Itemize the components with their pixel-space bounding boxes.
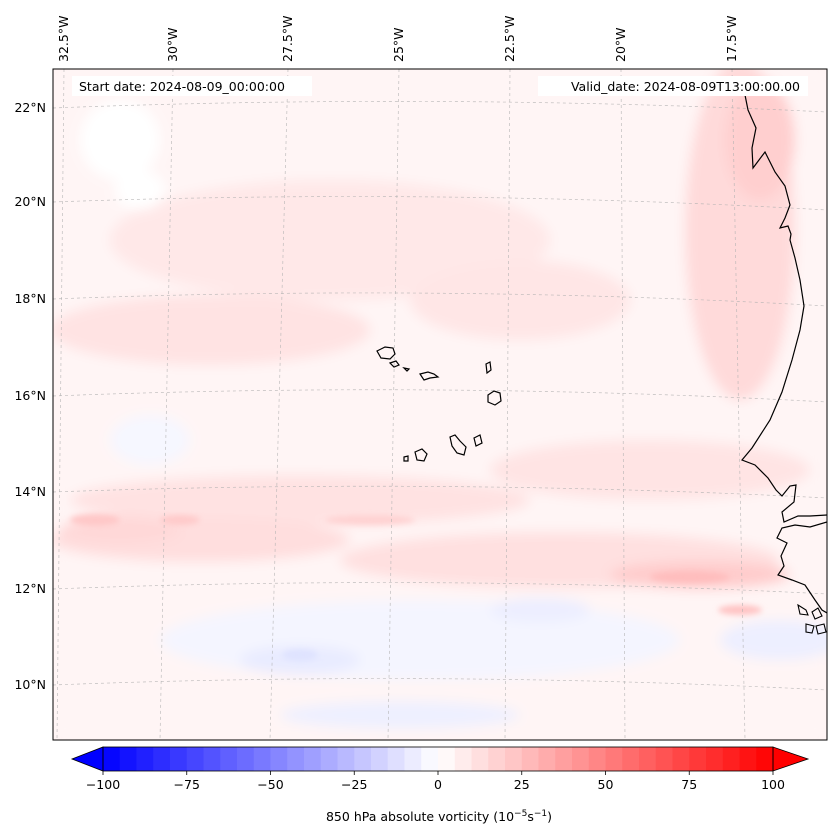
lat-label: 12°N [14, 581, 46, 596]
west-africa-coastline [741, 89, 827, 523]
colorbar-cell [438, 747, 456, 771]
colorbar-cell [689, 747, 707, 771]
colorbar-tick-label: −100 [86, 777, 120, 792]
colorbar-cell [287, 747, 305, 771]
colorbar-cell [136, 747, 154, 771]
colorbar: −100 −75 −50 −25 0 25 50 75 100 850 hPa absolute… [70, 746, 810, 824]
colorbar-cell [170, 747, 188, 771]
colorbar-tick-label: 0 [434, 777, 442, 792]
colorbar-cell [304, 747, 322, 771]
island-boa-vista [487, 390, 502, 406]
lat-label: 10°N [14, 677, 46, 692]
colorbar-cell [253, 747, 272, 771]
island-santiago [449, 434, 467, 456]
colorbar-cell [655, 747, 674, 771]
colorbar-cell [605, 747, 623, 771]
colorbar-cell [186, 747, 205, 771]
bijagos-islands [797, 603, 827, 635]
lon-label: 32.5°W [56, 16, 71, 62]
colorbar-extend-low [70, 746, 104, 772]
colorbar-extend-high [772, 746, 810, 772]
colorbar-ticks: −100 −75 −50 −25 0 25 50 75 100 [86, 771, 785, 792]
colorbar-tick-label: −75 [174, 777, 200, 792]
colorbar-tick-label: 25 [514, 777, 530, 792]
colorbar-cell [103, 747, 121, 771]
colorbar-tick-label: −50 [257, 777, 283, 792]
map-frame [52, 68, 828, 741]
colorbar-tick-label: 75 [681, 777, 697, 792]
colorbar-cell [471, 747, 489, 771]
colorbar-cell [555, 747, 573, 771]
lon-label: 30°W [165, 27, 180, 62]
lat-labels: 22°N 20°N 18°N 16°N 14°N 12°N 10°N [14, 100, 46, 692]
lat-label: 22°N [14, 100, 46, 115]
map-panel [53, 69, 827, 740]
cape-verde-islands [376, 346, 502, 462]
vorticity-field [53, 69, 827, 740]
lon-label: 17.5°W [724, 16, 739, 62]
colorbar-cell [739, 747, 757, 771]
island-sao-vicente [388, 360, 400, 368]
colorbar-cell [521, 747, 540, 771]
valid-date-label: Valid_date: 2024-08-09T13:00:00.00 [571, 79, 800, 94]
colorbar-cell [270, 747, 288, 771]
island-sao-nicolau [419, 371, 440, 381]
colorbar-cell [387, 747, 406, 771]
colorbar-cell [639, 747, 657, 771]
lat-label: 14°N [14, 484, 46, 499]
colorbar-cell [505, 747, 523, 771]
colorbar-cell [722, 747, 741, 771]
lon-gridlines [56, 69, 746, 740]
colorbar-cell [320, 747, 339, 771]
colorbar-cell [672, 747, 690, 771]
colorbar-label: 850 hPa absolute vorticity (10−5s−1) [326, 809, 552, 824]
start-date-label: Start date: 2024-08-09_00:00:00 [79, 79, 285, 94]
colorbar-cell [572, 747, 590, 771]
colorbar-cell [119, 747, 138, 771]
colorbar-cell [354, 747, 372, 771]
colorbar-cell [237, 747, 255, 771]
colorbar-cell [203, 747, 221, 771]
colorbar-cell [622, 747, 640, 771]
lat-label: 18°N [14, 291, 46, 306]
start-date-box: Start date: 2024-08-09_00:00:00 [72, 76, 312, 96]
colorbar-cell [538, 747, 556, 771]
colorbar-cell [488, 747, 506, 771]
lon-label: 27.5°W [280, 16, 295, 62]
lon-label: 22.5°W [502, 16, 517, 62]
island-sal [485, 361, 492, 375]
colorbar-cells [103, 747, 774, 771]
island-brava [403, 455, 409, 462]
colorbar-cell [756, 747, 774, 771]
colorbar-tick-label: −25 [341, 777, 367, 792]
colorbar-cell [337, 747, 355, 771]
colorbar-cell [153, 747, 171, 771]
valid-date-box: Valid_date: 2024-08-09T13:00:00.00 [538, 76, 808, 96]
lon-labels: 32.5°W 30°W 27.5°W 25°W 22.5°W 20°W 17.5… [56, 16, 739, 62]
colorbar-cell [421, 747, 439, 771]
island-fogo [414, 448, 428, 462]
colorbar-cell [404, 747, 422, 771]
lon-label: 25°W [391, 27, 406, 62]
colorbar-cell [371, 747, 389, 771]
senegal-gambia-coast [776, 521, 827, 614]
colorbar-cell [220, 747, 238, 771]
island-santo-antao [376, 346, 396, 360]
lat-label: 16°N [14, 388, 46, 403]
colorbar-cell [588, 747, 607, 771]
vorticity-streaks [70, 514, 762, 661]
lat-label: 20°N [14, 194, 46, 209]
lon-label: 20°W [613, 27, 628, 62]
island-santa-luzia [402, 367, 411, 372]
colorbar-cell [454, 747, 473, 771]
island-maio [473, 434, 483, 447]
colorbar-cell [706, 747, 724, 771]
lat-gridlines [53, 101, 827, 691]
colorbar-tick-label: 100 [761, 777, 785, 792]
colorbar-tick-label: 50 [598, 777, 614, 792]
